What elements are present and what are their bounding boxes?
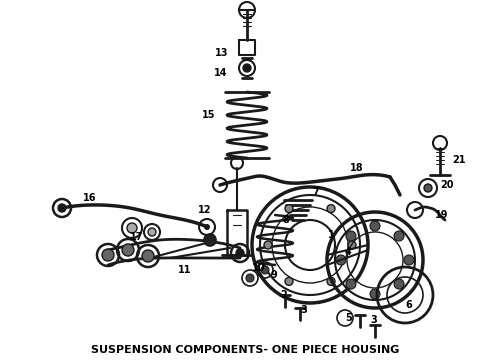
Circle shape: [285, 204, 293, 213]
Text: 16: 16: [83, 193, 97, 203]
Circle shape: [142, 250, 154, 262]
Circle shape: [204, 224, 210, 230]
Circle shape: [264, 241, 272, 249]
Circle shape: [261, 266, 269, 274]
Text: 12: 12: [198, 205, 212, 215]
Text: 3: 3: [300, 305, 307, 315]
Circle shape: [58, 204, 66, 212]
Circle shape: [122, 244, 134, 256]
Text: 18: 18: [350, 163, 364, 173]
Text: 4: 4: [345, 247, 352, 257]
Text: 14: 14: [214, 68, 227, 78]
Text: 15: 15: [202, 110, 216, 120]
Circle shape: [243, 64, 251, 72]
Text: 1: 1: [328, 230, 335, 240]
Circle shape: [346, 279, 356, 289]
Text: 9: 9: [270, 270, 277, 280]
Text: 8: 8: [282, 215, 289, 225]
Circle shape: [236, 249, 244, 257]
Text: 20: 20: [440, 180, 454, 190]
Circle shape: [348, 241, 356, 249]
Text: 13: 13: [215, 48, 228, 58]
Circle shape: [102, 249, 114, 261]
Text: 21: 21: [452, 155, 466, 165]
Circle shape: [327, 204, 335, 213]
Circle shape: [424, 184, 432, 192]
Circle shape: [327, 277, 335, 285]
Text: SUSPENSION COMPONENTS- ONE PIECE HOUSING: SUSPENSION COMPONENTS- ONE PIECE HOUSING: [91, 345, 399, 355]
Text: 17: 17: [130, 232, 144, 242]
Circle shape: [346, 231, 356, 241]
Text: 2: 2: [280, 290, 287, 300]
Circle shape: [148, 228, 156, 236]
Text: 11: 11: [178, 265, 192, 275]
Circle shape: [370, 289, 380, 299]
Circle shape: [285, 277, 293, 285]
Circle shape: [404, 255, 414, 265]
Circle shape: [127, 223, 137, 233]
Text: 7: 7: [312, 187, 319, 197]
Text: 19: 19: [435, 210, 448, 220]
Text: 6: 6: [405, 300, 412, 310]
Circle shape: [394, 279, 404, 289]
Circle shape: [394, 231, 404, 241]
Text: 10: 10: [252, 263, 266, 273]
Circle shape: [204, 234, 216, 246]
Circle shape: [336, 255, 346, 265]
Circle shape: [370, 221, 380, 231]
Text: 3: 3: [370, 315, 377, 325]
Circle shape: [246, 274, 254, 282]
Text: 5: 5: [345, 313, 352, 323]
